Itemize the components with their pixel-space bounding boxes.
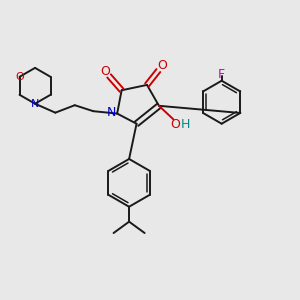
Text: N: N <box>31 99 39 109</box>
Text: O: O <box>170 118 180 131</box>
Text: O: O <box>15 72 24 82</box>
Text: H: H <box>181 118 190 131</box>
Text: O: O <box>158 59 167 72</box>
Text: F: F <box>218 68 225 81</box>
Text: N: N <box>106 106 116 118</box>
Text: O: O <box>100 65 110 78</box>
